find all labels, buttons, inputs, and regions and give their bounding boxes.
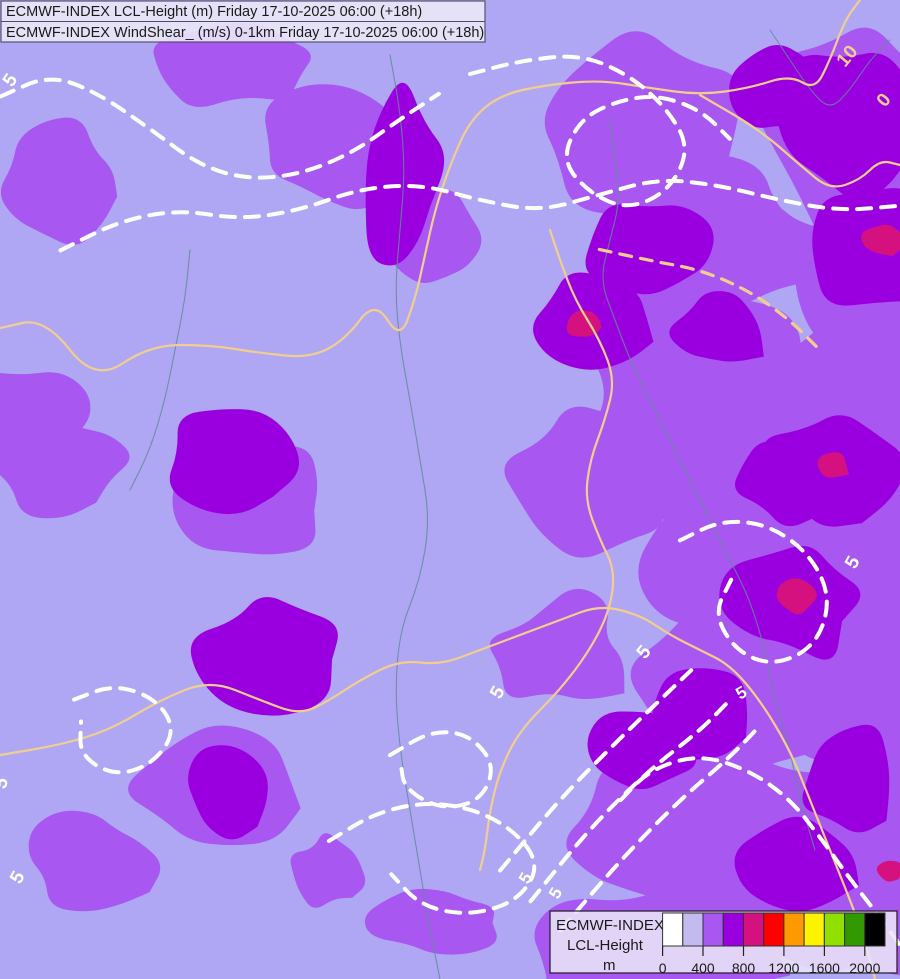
svg-text:1600: 1600	[809, 960, 840, 976]
svg-text:ECMWF-INDEX WindShear_ (m/s) 0: ECMWF-INDEX WindShear_ (m/s) 0-1km Frida…	[6, 25, 484, 41]
svg-text:800: 800	[732, 960, 756, 976]
svg-text:ECMWF-INDEX: ECMWF-INDEX	[556, 917, 664, 934]
svg-text:LCL-Height: LCL-Height	[567, 937, 644, 954]
svg-text:2000: 2000	[849, 960, 880, 976]
svg-text:ECMWF-INDEX LCL-Height (m) Fri: ECMWF-INDEX LCL-Height (m) Friday 17-10-…	[6, 4, 422, 20]
svg-text:400: 400	[691, 960, 715, 976]
svg-text:0: 0	[659, 960, 667, 976]
svg-text:1200: 1200	[768, 960, 799, 976]
svg-text:m: m	[603, 957, 616, 974]
